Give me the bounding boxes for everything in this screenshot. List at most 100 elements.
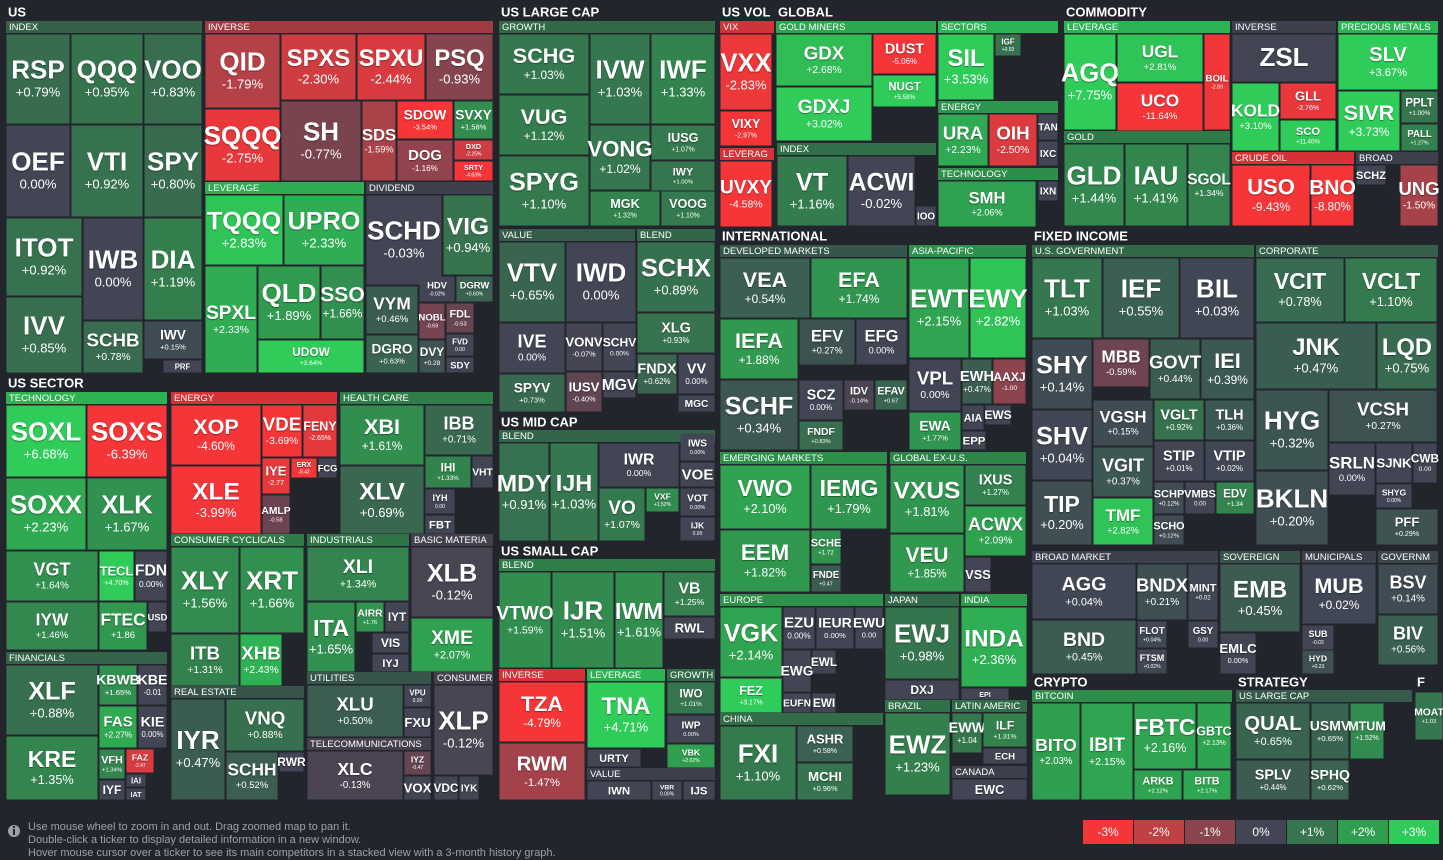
ticker: BND [1063, 629, 1105, 651]
change: +2.09% [979, 536, 1013, 547]
change: -0.47 [412, 765, 424, 771]
ticker: IYH [432, 493, 447, 503]
tile [1376, 443, 1412, 483]
change: -0.02% [429, 292, 446, 298]
ticker: IBIT [1089, 735, 1125, 756]
tile [456, 276, 493, 302]
change: +1.66% [250, 596, 295, 611]
ticker: BITB [1194, 776, 1219, 788]
ticker: AAXJ [993, 370, 1025, 384]
change: +0.36% [1216, 423, 1243, 432]
ticker: FXI [738, 739, 778, 769]
change: +2.07% [434, 650, 471, 662]
ticker: VFH [101, 755, 123, 767]
change: -0.12% [431, 587, 473, 602]
change: +1.12% [524, 129, 565, 143]
tile [1376, 509, 1438, 545]
ticker: SMH [969, 188, 1006, 207]
ticker: IAT [130, 790, 142, 799]
change: 0.00% [660, 792, 675, 798]
change: 0.00% [1339, 473, 1365, 483]
change: +0.65% [1317, 734, 1343, 743]
tile [307, 751, 403, 800]
tile [1032, 339, 1092, 409]
tile [1220, 633, 1256, 674]
group-title: INVERSE [502, 670, 544, 681]
ticker: FDN [135, 562, 167, 579]
ticker: IEUR [818, 614, 851, 630]
tile [205, 34, 280, 108]
change: +1.76 [363, 620, 377, 626]
tile [171, 405, 261, 465]
group-strip [720, 245, 907, 257]
change: +0.63% [379, 357, 405, 366]
group-strip [171, 392, 337, 404]
tile [1232, 165, 1310, 226]
tile [970, 258, 1026, 358]
tile [678, 354, 715, 394]
ticker: SCO [1296, 126, 1321, 138]
change: -0.03 [1312, 640, 1324, 646]
ticker: RWR [277, 755, 306, 769]
group-strip [1232, 21, 1336, 33]
ticker: VDC [434, 781, 459, 795]
group-title: VALUE [590, 769, 620, 780]
tile [720, 380, 798, 450]
group-strip [938, 168, 1058, 180]
legend-swatch [1083, 820, 1133, 844]
tile [443, 195, 493, 275]
change: -2.97% [735, 132, 757, 139]
change: -4.63% [466, 172, 482, 178]
group-title: GROWTH [502, 22, 545, 33]
group-strip [667, 669, 715, 681]
tile [226, 699, 304, 751]
tile [454, 161, 493, 181]
change: +2.33% [302, 235, 347, 250]
ticker: VGLT [1160, 407, 1198, 423]
tile [6, 665, 98, 735]
group-title: CONSUMER CYCLICALS [174, 535, 285, 546]
ticker: VOT [687, 494, 709, 505]
tile [1032, 620, 1136, 674]
change: +0.78% [95, 352, 130, 363]
ticker: VB [679, 580, 701, 597]
change: 0.00% [610, 350, 629, 357]
tile [171, 547, 239, 633]
ticker: SCHF [725, 393, 794, 421]
change: +0.88% [247, 730, 282, 741]
group-title: US LARGE CAP [1239, 691, 1309, 702]
change: 0.00% [810, 403, 832, 412]
group-strip [890, 452, 1026, 464]
ticker: IJH [556, 470, 593, 496]
tile [425, 456, 471, 488]
ticker: ERX [297, 460, 312, 469]
ticker: ECH [995, 752, 1015, 763]
tile [1032, 481, 1092, 545]
change: -2.75% [222, 151, 264, 166]
ticker: XLY [181, 566, 229, 596]
ticker: IYR [176, 725, 220, 755]
group-strip [434, 672, 493, 684]
tile [99, 780, 125, 800]
change: -4.79% [523, 716, 561, 730]
tile [637, 354, 677, 394]
tile [1413, 443, 1437, 483]
tile [603, 323, 636, 371]
tile [965, 506, 1026, 556]
tile [404, 751, 431, 775]
ticker: STIP [1163, 448, 1195, 464]
tile [1204, 34, 1230, 130]
tile [848, 156, 915, 226]
change: +1.34% [340, 579, 377, 591]
tile [720, 726, 796, 800]
legend-swatch [1185, 820, 1235, 844]
ticker: FAZ [132, 753, 148, 763]
tile [875, 380, 907, 410]
tile [590, 191, 660, 226]
group-strip [1256, 245, 1438, 257]
change: +7.75% [1068, 87, 1113, 102]
tile [938, 114, 988, 166]
tile [550, 443, 598, 541]
tile [1329, 443, 1375, 495]
change: +2.83% [222, 235, 267, 250]
